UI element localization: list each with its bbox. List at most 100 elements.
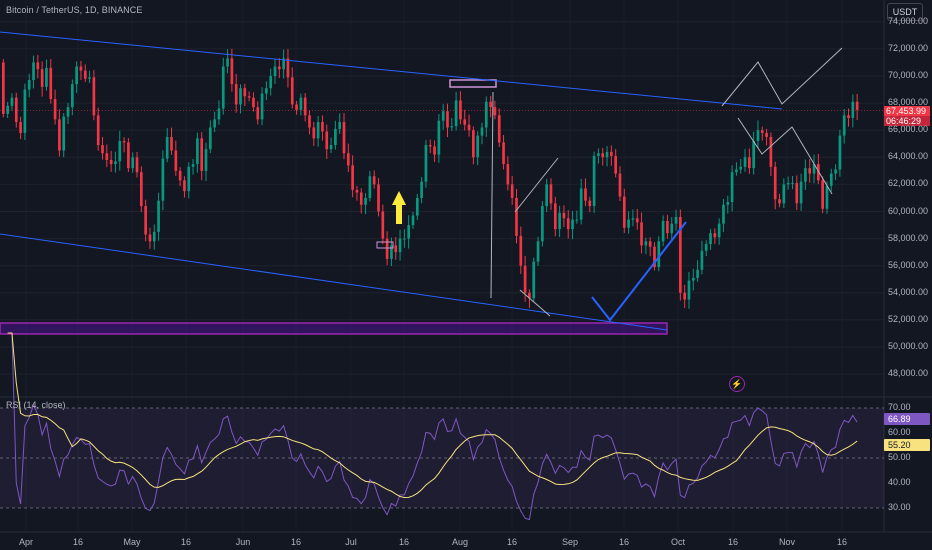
rsi-tick-label: 70.00 <box>888 402 911 412</box>
supply-zone[interactable] <box>449 79 497 88</box>
candle-body <box>709 233 712 245</box>
candle-body <box>588 200 592 207</box>
candle-body <box>674 216 678 224</box>
time-tick-label: 16 <box>506 537 518 547</box>
symbol-title: Bitcoin / TetherUS, 1D, BINANCE <box>6 5 143 15</box>
rsi-title: RSI (14, close) <box>6 400 66 410</box>
upper-trendline[interactable] <box>0 31 783 110</box>
candle-body <box>622 196 626 228</box>
time-tick-label: 16 <box>290 537 302 547</box>
price-tick-label: 50,000.00 <box>888 341 929 351</box>
candle-body <box>566 218 570 230</box>
candle-body <box>640 222 643 246</box>
consolidation-box <box>376 241 394 249</box>
candle-body <box>135 157 139 173</box>
candle-body <box>187 166 191 192</box>
candle-body <box>472 130 475 158</box>
bullish-projection-arrow[interactable] <box>721 47 843 107</box>
candle-body <box>855 101 859 110</box>
candle-body <box>519 235 523 266</box>
candle-body <box>411 215 415 226</box>
candle-body <box>364 197 367 205</box>
candle-body <box>6 105 9 114</box>
candle-body <box>415 197 419 216</box>
candle-body <box>390 245 393 259</box>
candle-body <box>791 183 794 185</box>
time-tick-label: Oct <box>670 537 686 547</box>
candle-body <box>683 292 687 300</box>
pump-arrow[interactable] <box>490 91 494 299</box>
candle-body <box>234 84 238 105</box>
candle-body <box>756 130 760 142</box>
rsi-ma-tag: 55.20 <box>884 439 930 451</box>
price-tick-label: 70,000.00 <box>888 70 929 80</box>
lightning-icon[interactable]: ⚡ <box>729 376 745 392</box>
candle-body <box>178 170 182 181</box>
candle-body <box>260 93 264 120</box>
candle-body <box>75 66 78 85</box>
candle-body <box>122 141 126 143</box>
candle-body <box>812 164 816 174</box>
candle-body <box>372 176 376 185</box>
drop-arrow[interactable] <box>519 289 551 317</box>
candle-body <box>532 261 536 299</box>
price-tick-label: 64,000.00 <box>888 151 929 162</box>
candle-body <box>773 166 777 200</box>
candle-body <box>308 115 311 128</box>
candle-body <box>592 155 596 207</box>
time-tick-label: 16 <box>618 537 630 547</box>
candle-body <box>528 292 531 299</box>
candle-body <box>282 58 285 70</box>
candle-body <box>247 96 251 98</box>
candle-body <box>704 244 708 251</box>
candle-body <box>295 104 298 110</box>
candle-body <box>739 166 743 170</box>
candle-body <box>286 58 290 78</box>
price-tick-label: 74,000.00 <box>888 15 929 26</box>
rebound-arrow[interactable] <box>591 221 687 322</box>
price-tick-label: 48,000.00 <box>888 368 929 379</box>
time-tick-label: Nov <box>778 537 796 547</box>
candle-body <box>127 142 130 169</box>
candle-body <box>53 99 57 120</box>
candle-body <box>691 277 695 281</box>
candle-body <box>40 69 44 87</box>
bearish-projection-arrow[interactable] <box>737 117 833 195</box>
candle-body <box>161 158 165 201</box>
candle-body <box>748 157 751 169</box>
candle-body <box>459 100 462 120</box>
candle-body <box>437 120 441 155</box>
candle-body <box>829 173 833 186</box>
candle-body <box>657 241 661 268</box>
rsi-tick-label: 40.00 <box>888 477 911 487</box>
candle-body <box>441 111 445 121</box>
rsi-band <box>0 408 884 508</box>
candle-body <box>575 219 579 221</box>
candle-body <box>597 153 600 156</box>
candle-body <box>355 189 359 193</box>
candle-body <box>139 172 143 207</box>
candle-body <box>493 107 497 116</box>
demand-zone[interactable] <box>0 322 668 335</box>
currency-button[interactable]: USDT <box>887 3 923 21</box>
candle-body <box>191 164 195 167</box>
candle-body <box>450 126 454 128</box>
rsi-tick-label: 30.00 <box>888 502 911 512</box>
candle-body <box>252 97 255 108</box>
candle-body <box>679 216 682 293</box>
price-tick-label: 60,000.00 <box>888 205 929 216</box>
candle-body <box>338 122 342 129</box>
candle-body <box>541 206 544 242</box>
candle-body <box>70 84 74 108</box>
candle-body <box>316 122 320 139</box>
recovery-arrow[interactable] <box>514 157 559 213</box>
lower-trendline[interactable] <box>0 233 668 331</box>
candle-body <box>398 238 402 253</box>
countdown-tag: 06:46:29 <box>884 116 930 126</box>
candle-body <box>627 219 630 228</box>
time-tick-label: 16 <box>180 537 192 547</box>
candle-body <box>644 241 648 246</box>
candle-body <box>79 66 83 71</box>
candle-body <box>204 149 208 171</box>
